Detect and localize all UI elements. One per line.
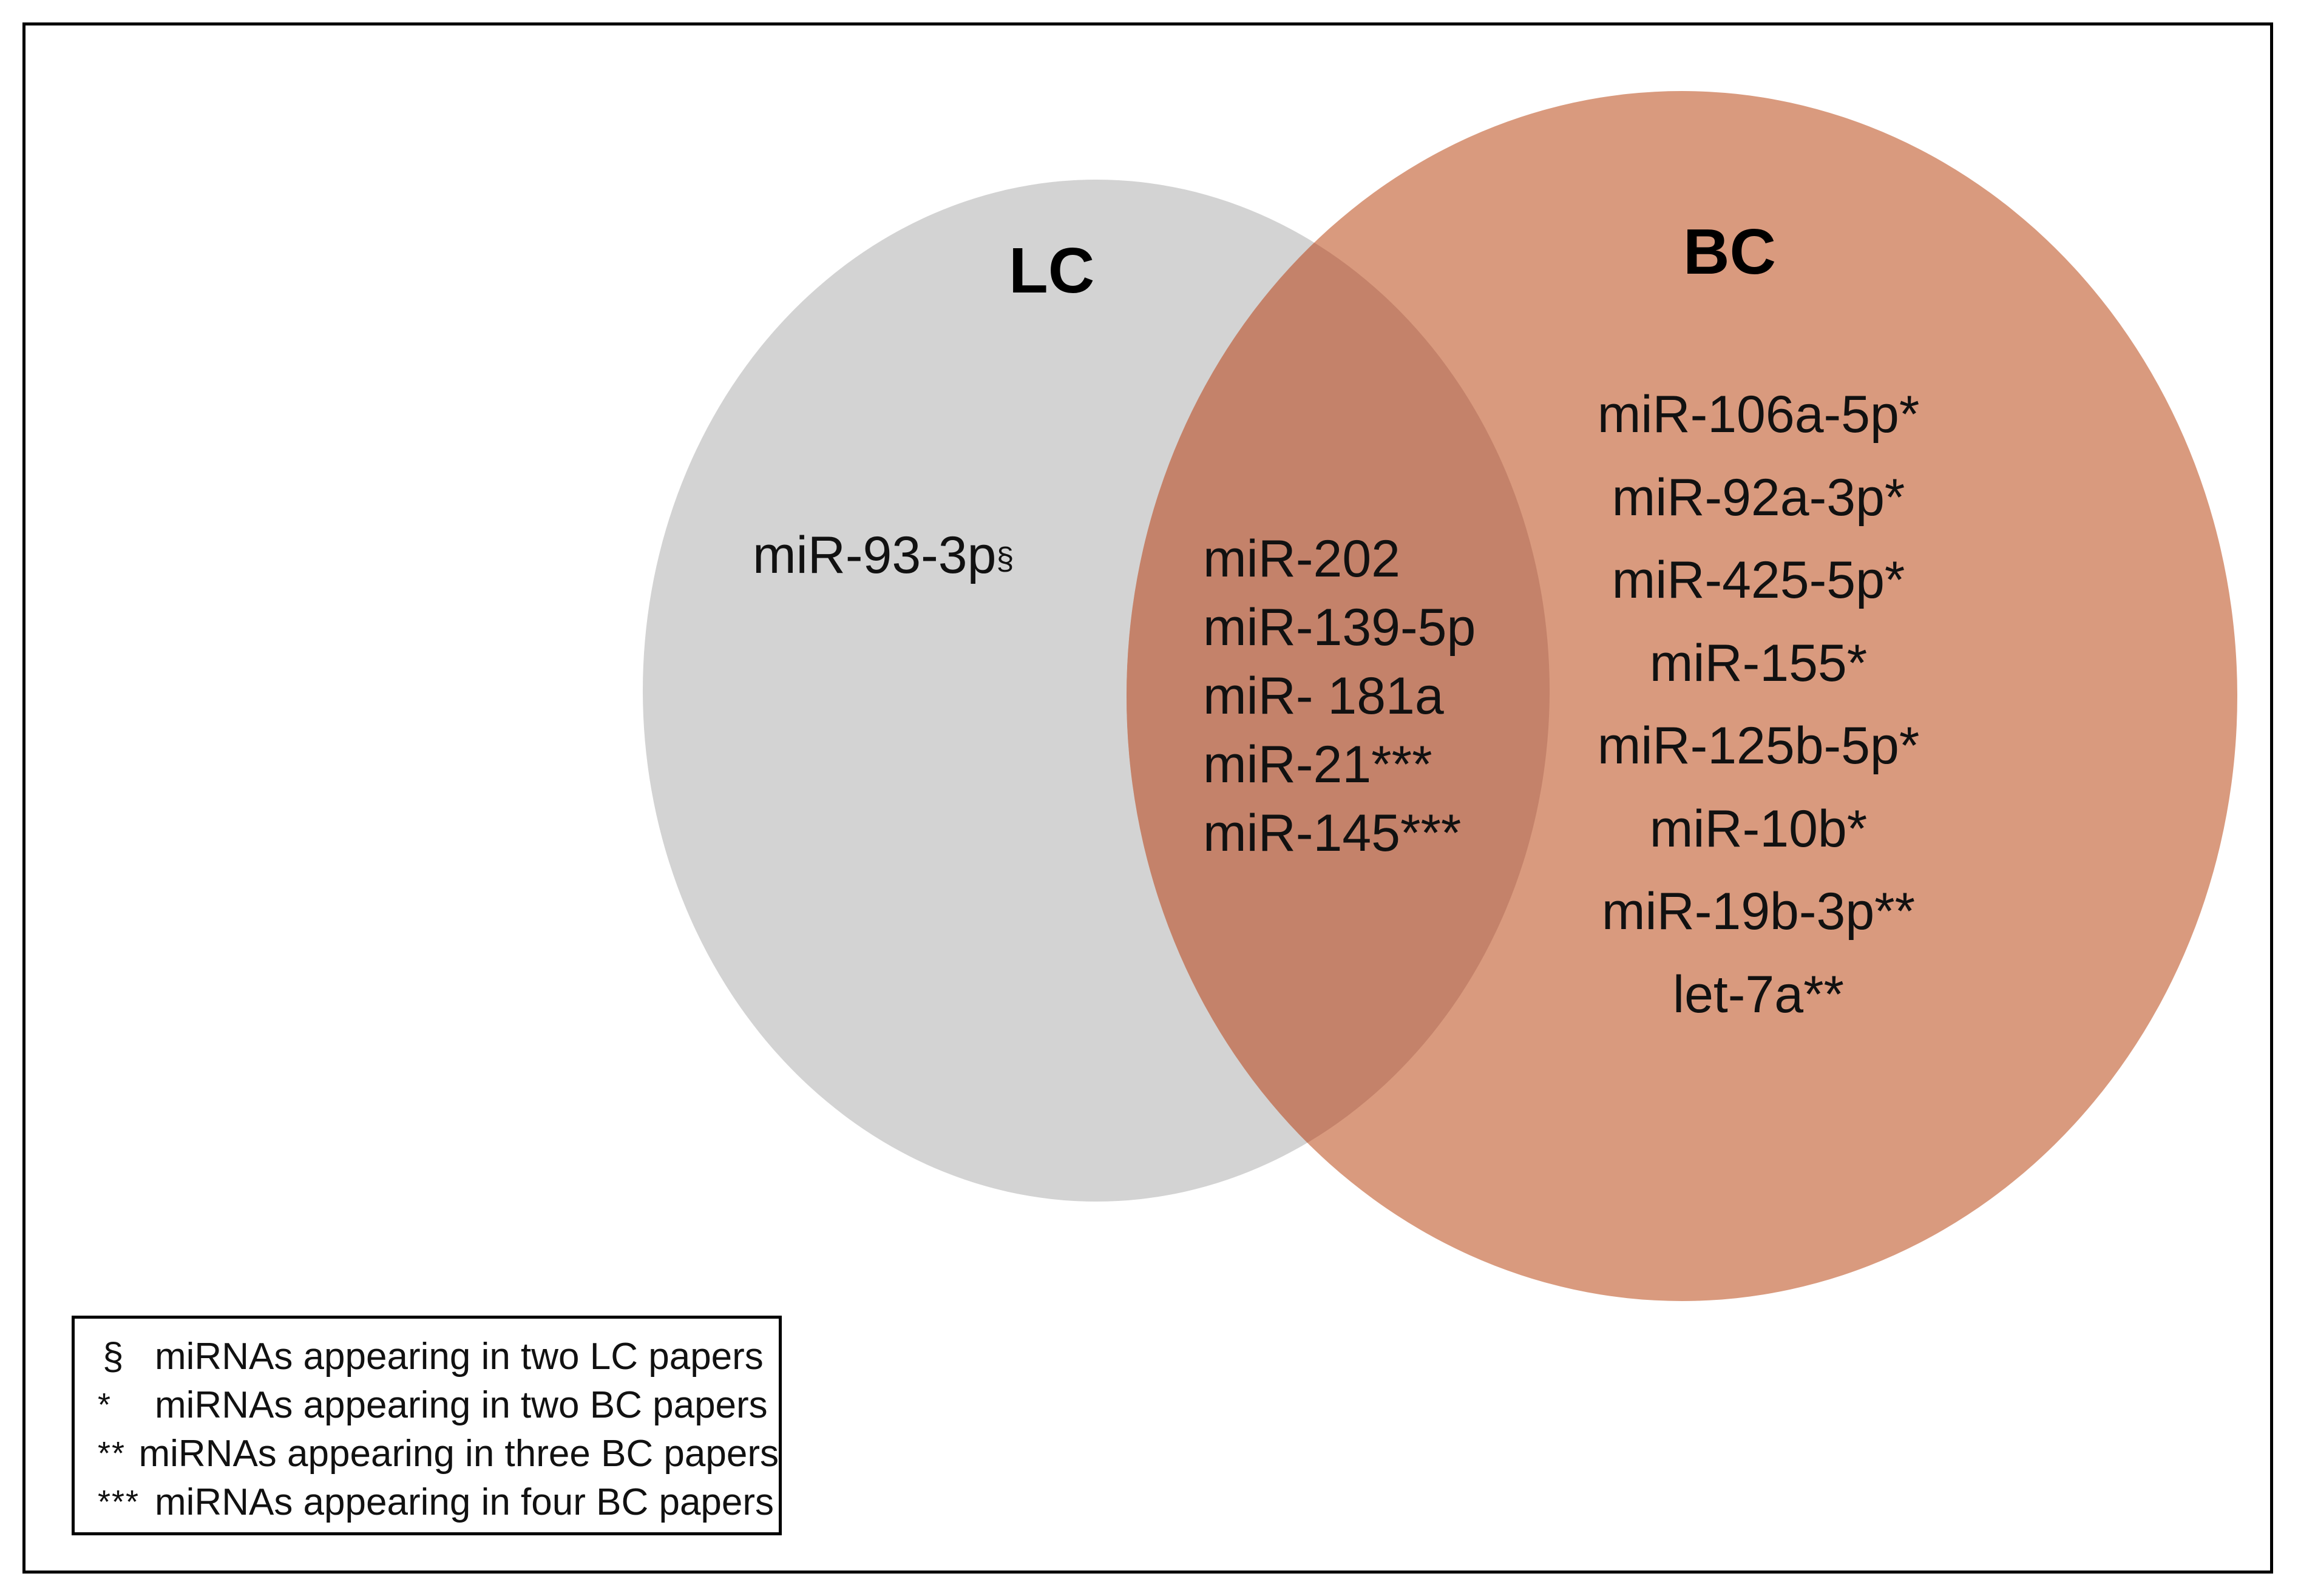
intersection-item: miR-21*** bbox=[1203, 735, 1432, 794]
intersection-item: miR-145*** bbox=[1203, 804, 1462, 862]
intersection-list: miR-202 miR-139-5p miR- 181a miR-21*** m… bbox=[1203, 525, 1476, 868]
legend-text: miRNAs appearing in three BC papers bbox=[138, 1432, 779, 1475]
legend-row: ** miRNAs appearing in three BC papers bbox=[98, 1429, 779, 1478]
intersection-item: miR-202 bbox=[1203, 530, 1400, 588]
overlap-region bbox=[1127, 180, 1550, 1202]
lc-only-list: miR-93-3p§ bbox=[753, 525, 1014, 586]
legend-box: § miRNAs appearing in two LC papers * mi… bbox=[72, 1316, 782, 1535]
legend-text: miRNAs appearing in two LC papers bbox=[155, 1335, 764, 1378]
legend-text: miRNAs appearing in two BC papers bbox=[155, 1384, 768, 1426]
legend-row: *** miRNAs appearing in four BC papers bbox=[98, 1478, 779, 1526]
bc-only-list: miR-106a-5p* miR-92a-3p* miR-425-5p* miR… bbox=[1598, 373, 1920, 1036]
bc-only-item: let-7a** bbox=[1672, 965, 1845, 1024]
bc-only-item: miR-10b* bbox=[1649, 799, 1868, 858]
legend-symbol: *** bbox=[98, 1484, 140, 1520]
bc-only-item: miR-155* bbox=[1649, 634, 1868, 692]
legend-text: miRNAs appearing in four BC papers bbox=[155, 1481, 774, 1523]
bc-set-label: BC bbox=[1683, 216, 1777, 288]
legend-symbol: * bbox=[98, 1387, 112, 1423]
intersection-item: miR- 181a bbox=[1203, 667, 1444, 725]
lc-only-item: miR-93-3p§ bbox=[753, 526, 1014, 584]
section-mark: § bbox=[996, 541, 1014, 577]
legend-symbol: § bbox=[103, 1335, 125, 1378]
bc-only-item: miR-19b-3p** bbox=[1601, 882, 1916, 941]
bc-only-item: miR-92a-3p* bbox=[1612, 468, 1905, 527]
bc-only-item: miR-425-5p* bbox=[1612, 551, 1905, 609]
bc-only-item: miR-106a-5p* bbox=[1597, 385, 1920, 444]
figure-frame bbox=[22, 22, 2273, 1574]
legend-row: § miRNAs appearing in two LC papers bbox=[98, 1332, 779, 1381]
lc-set-label: LC bbox=[1009, 235, 1095, 306]
bc-only-item: miR-125b-5p* bbox=[1597, 717, 1920, 775]
intersection-item: miR-139-5p bbox=[1203, 598, 1476, 657]
legend-symbol: ** bbox=[98, 1435, 126, 1472]
legend-row: * miRNAs appearing in two BC papers bbox=[98, 1381, 779, 1429]
